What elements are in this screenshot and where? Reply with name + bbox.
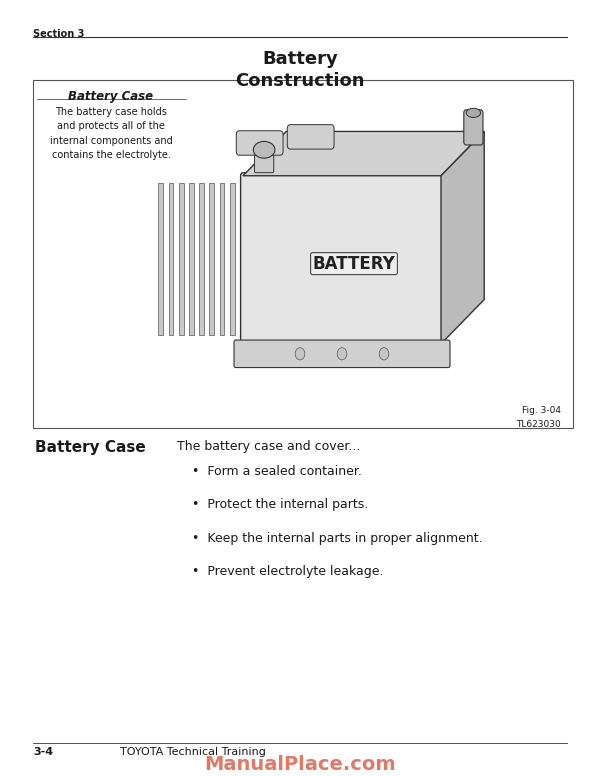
Text: Battery
Construction: Battery Construction [235, 50, 365, 90]
FancyBboxPatch shape [234, 340, 450, 368]
FancyBboxPatch shape [464, 110, 483, 145]
Circle shape [337, 348, 347, 360]
Polygon shape [169, 183, 173, 334]
FancyBboxPatch shape [287, 125, 334, 149]
Polygon shape [230, 183, 235, 334]
Text: Section 3: Section 3 [33, 29, 85, 39]
Polygon shape [220, 183, 224, 334]
Text: The battery case holds
and protects all of the
internal components and
contains : The battery case holds and protects all … [50, 107, 172, 160]
Ellipse shape [466, 109, 481, 117]
Text: BATTERY: BATTERY [313, 255, 395, 272]
Polygon shape [189, 183, 194, 334]
Bar [33, 80, 573, 428]
Text: Battery Case: Battery Case [35, 440, 146, 456]
Text: TOYOTA Technical Training: TOYOTA Technical Training [120, 747, 266, 757]
Circle shape [379, 348, 389, 360]
Polygon shape [209, 183, 214, 334]
Text: The battery case and cover...: The battery case and cover... [177, 440, 361, 453]
Text: •  Form a sealed container.: • Form a sealed container. [192, 465, 362, 477]
Text: •  Keep the internal parts in proper alignment.: • Keep the internal parts in proper alig… [192, 532, 482, 545]
Text: Battery Case: Battery Case [68, 90, 154, 103]
Circle shape [295, 348, 305, 360]
Text: 3-4: 3-4 [33, 747, 53, 757]
Text: TL623030: TL623030 [516, 421, 561, 429]
Text: ManualPlace.com: ManualPlace.com [204, 755, 396, 774]
Text: •  Protect the internal parts.: • Protect the internal parts. [192, 498, 368, 511]
Text: •  Prevent electrolyte leakage.: • Prevent electrolyte leakage. [192, 566, 383, 578]
Polygon shape [243, 131, 484, 175]
Polygon shape [179, 183, 184, 334]
Ellipse shape [253, 141, 275, 158]
FancyBboxPatch shape [241, 173, 443, 347]
Text: Fig. 3-04: Fig. 3-04 [522, 406, 561, 415]
FancyBboxPatch shape [236, 130, 283, 155]
Polygon shape [158, 183, 163, 334]
Polygon shape [199, 183, 204, 334]
FancyBboxPatch shape [254, 147, 274, 173]
Polygon shape [441, 131, 484, 344]
